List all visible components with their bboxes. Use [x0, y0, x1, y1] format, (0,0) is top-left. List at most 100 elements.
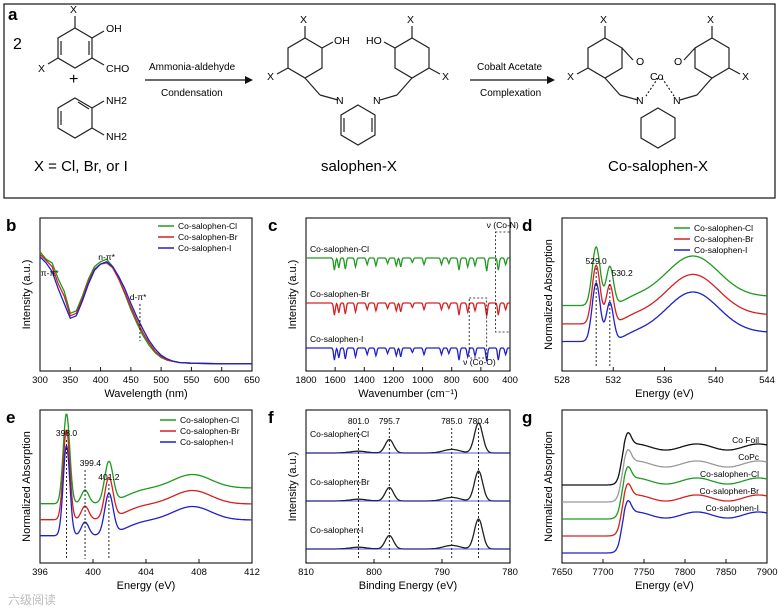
- co-x-3: X: [567, 71, 574, 83]
- x-tick-label-g: 7900: [756, 567, 777, 578]
- arrow2-bottom-label: Complexation: [480, 88, 541, 99]
- legend-label-d: Co-salophen-Br: [694, 234, 754, 244]
- legend-label-e: Co-salophen-Br: [180, 426, 240, 436]
- xas-co-series-label: CoPc: [738, 452, 760, 462]
- chart-ftir: 1800 1600 1400 1200 1000 800 600 400 Wavenumber …: [287, 217, 519, 400]
- x-tick-label-b: 550: [183, 375, 199, 386]
- chart-xps: 810 800 790 780 Binding Energy (eV) Intensity…: [287, 409, 518, 592]
- co-x-2: X: [707, 14, 714, 26]
- y-axis-label-e: Normalized Absorption: [21, 431, 33, 542]
- panel-label-a: a: [8, 5, 18, 24]
- xas-co-series-label: Co-salophen-Cl: [700, 469, 759, 479]
- x-tick-label-g: 7850: [715, 567, 736, 578]
- co-n-2: N: [673, 95, 681, 107]
- sal-x-2: X: [407, 14, 414, 26]
- watermark: 六级阅读: [8, 593, 56, 607]
- x-tick-label-b: 450: [123, 375, 139, 386]
- legend-label-e: Co-salophen-I: [180, 437, 233, 447]
- peak-label-d: 529.0: [586, 256, 608, 266]
- chart-n-kedge: 396 400 404 408 412 Energy (eV) Normalized Abs…: [21, 409, 260, 592]
- uvvis-line-Co-salophen-I: [39, 256, 252, 365]
- sal-n-2: N: [373, 95, 381, 107]
- x-tick-label-e: 400: [85, 567, 101, 578]
- legend-label-d: Co-salophen-I: [694, 245, 747, 255]
- co-o-box: [468, 297, 488, 359]
- xas-co-line-CoPc: [562, 449, 768, 503]
- arrow1-top-label: Ammonia-aldehyde: [149, 62, 236, 73]
- xas-co-line-Co-salophen-Br: [562, 483, 768, 537]
- x-tick-label-c: 1400: [354, 375, 375, 386]
- annotation-n-pi: n-π*: [98, 252, 115, 262]
- sub-nh2-top: NH2: [106, 95, 127, 107]
- plus-sign: +: [69, 71, 78, 88]
- x-tick-label-g: 7750: [633, 567, 654, 578]
- chart-o-kedge: 528 532 536 540 544 Energy (eV) Normalized Abs…: [543, 217, 775, 400]
- ftir-series-label: Co-salophen-Br: [310, 289, 370, 299]
- y-axis-label-b: Intensity (a.u.): [21, 260, 33, 330]
- y-axis-label-d: Normalized Absorption: [543, 239, 555, 350]
- ftir-series-label: Co-salophen-I: [310, 334, 363, 344]
- chart-co-kedge: 7650 7700 7750 7800 7850 7900 Energy (eV) Norma…: [543, 409, 778, 592]
- annotation-pi-pi: π-π*: [41, 268, 60, 278]
- x-axis-label-e: Energy (eV): [117, 580, 176, 592]
- annotation-d-pi: d-π*: [130, 292, 147, 302]
- xps-series-label: Co-salophen-Cl: [310, 429, 369, 439]
- x-axis-label-f: Binding Energy (eV): [359, 580, 457, 592]
- co-n-box: [495, 231, 511, 333]
- plot-frame-f: [305, 409, 511, 564]
- arrowhead-1: [245, 76, 253, 84]
- product2-label: Co-salophen-X: [608, 158, 708, 175]
- y-axis-label-f: Intensity (a.u.): [287, 452, 299, 522]
- panel-label-c: c: [268, 216, 277, 235]
- e-line-Co-salophen-Br: [40, 429, 252, 521]
- x-axis-label-d: Energy (eV): [635, 388, 694, 400]
- sal-n-1: N: [336, 95, 344, 107]
- y-axis-label-c: Intensity (a.u.): [287, 260, 299, 330]
- x-axis-label-b: Wavelength (nm): [104, 388, 187, 400]
- x-axis-label-c: Wavenumber (cm⁻¹): [358, 388, 458, 400]
- x-tick-label-c: 800: [444, 375, 460, 386]
- sal-oh: OH: [334, 35, 350, 47]
- peak-label-f: 801.0: [348, 416, 370, 426]
- product1-label: salophen-X: [321, 158, 397, 175]
- panel-label-g: g: [522, 408, 532, 427]
- xps-series-label: Co-salophen-I: [310, 525, 363, 535]
- sal-x-3: X: [267, 71, 274, 83]
- x-tick-label-c: 1800: [295, 375, 316, 386]
- salophen-structure: [276, 26, 441, 146]
- x-tick-label-c: 1200: [383, 375, 404, 386]
- sal-ho: HO: [366, 35, 382, 47]
- x-tick-label-f: 790: [434, 567, 450, 578]
- sub-oh: OH: [106, 23, 122, 35]
- co-x-1: X: [600, 14, 607, 26]
- uvvis-line-Co-salophen-Br: [39, 253, 252, 365]
- co-o-1: O: [636, 56, 644, 68]
- x-tick-label-b: 400: [93, 375, 109, 386]
- arrow1-bottom-label: Condensation: [161, 88, 223, 99]
- x-tick-label-d: 528: [554, 375, 570, 386]
- xas-co-series-label: Co-salophen-I: [706, 503, 759, 513]
- co-n-1: N: [636, 95, 644, 107]
- xas-co-line-Co Foil: [562, 432, 768, 486]
- y-axis-label-g: Normalized Absorption: [543, 431, 555, 542]
- e-line-Co-salophen-I: [40, 445, 252, 537]
- xas-co-series-label: Co-salophen-Br: [699, 486, 759, 496]
- x-tick-label-g: 7800: [674, 567, 695, 578]
- sal-x-4: X: [442, 71, 449, 83]
- arrowhead-2: [547, 76, 555, 84]
- panel-label-e: e: [6, 408, 15, 427]
- x-tick-label-e: 412: [244, 567, 260, 578]
- x-tick-label-c: 1000: [412, 375, 433, 386]
- x-tick-label-e: 408: [191, 567, 207, 578]
- x-tick-label-d: 532: [605, 375, 621, 386]
- plot-frame-g: [561, 409, 768, 564]
- annotation-co-n: ν (Co-N): [487, 220, 519, 230]
- d-line-Co-salophen-Cl: [562, 245, 767, 307]
- sal-x-1: X: [300, 14, 307, 26]
- x-tick-label-f: 810: [298, 567, 314, 578]
- ftir-line-Co-salophen-Cl: [306, 257, 510, 272]
- co-x-4: X: [742, 71, 749, 83]
- co-center: Co: [650, 71, 664, 83]
- peak-label-e: 398.0: [56, 428, 78, 438]
